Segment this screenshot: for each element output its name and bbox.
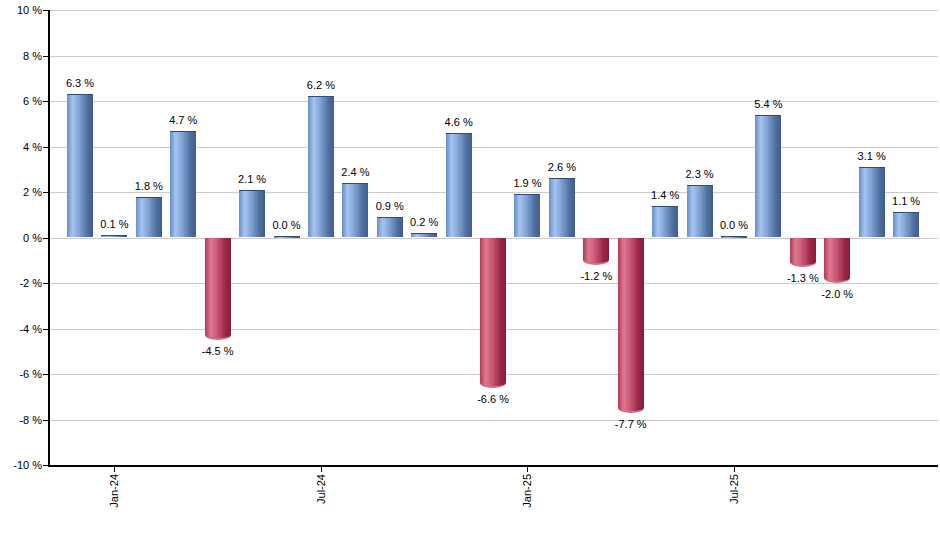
y-axis-label: -4 % — [0, 323, 42, 335]
bar-Dec-24 — [480, 238, 506, 388]
y-axis-label: 6 % — [0, 95, 42, 107]
bar-value-label: 4.7 % — [169, 114, 197, 127]
bar-value-label: 1.8 % — [135, 180, 163, 193]
bar-value-label: 1.1 % — [892, 195, 920, 208]
bar-Sep-25 — [790, 238, 816, 268]
bar-May-24 — [239, 190, 265, 238]
y-axis-label: 0 % — [0, 232, 42, 244]
x-axis-tick — [734, 465, 735, 472]
bar-Nov-25 — [859, 167, 885, 238]
monthly-returns-bar-chart: 10 % 8 % 6 % 4 % 2 % 0 % -2 % -4 % -6 % -8 % -10 %… — [0, 0, 940, 550]
bar-value-label: 1.4 % — [651, 189, 679, 202]
bar-Sep-24 — [377, 217, 403, 237]
bar-Mar-25 — [583, 238, 609, 265]
bar-value-label: -6.6 % — [477, 393, 509, 406]
y-axis-label: 2 % — [0, 186, 42, 198]
x-axis-label: Jan-24 — [107, 474, 121, 508]
bar-value-label: 2.1 % — [238, 173, 266, 186]
bar-value-label: 6.3 % — [66, 77, 94, 90]
bar-Jul-25 — [721, 236, 747, 238]
bar-Oct-24 — [411, 233, 437, 238]
gridline — [48, 420, 938, 421]
y-axis-label: 10 % — [0, 4, 42, 16]
y-axis-line — [48, 10, 50, 467]
bar-value-label: 2.6 % — [548, 161, 576, 174]
bar-value-label: 1.9 % — [513, 177, 541, 190]
x-axis-tick — [527, 465, 528, 472]
x-axis-label: Jul-25 — [727, 474, 741, 504]
y-axis-label: -8 % — [0, 414, 42, 426]
bar-value-label: 5.4 % — [754, 98, 782, 111]
bar-value-label: 0.0 % — [272, 219, 300, 232]
x-axis-label: Jul-24 — [314, 474, 328, 504]
y-axis-label: -10 % — [0, 459, 42, 471]
bar-Dec-25 — [893, 212, 919, 237]
x-axis-tick — [321, 465, 322, 472]
gridline — [48, 101, 938, 102]
bar-value-label: 0.1 % — [100, 218, 128, 231]
x-axis-line — [48, 465, 938, 467]
bar-Aug-25 — [755, 115, 781, 238]
bar-value-label: -1.3 % — [787, 272, 819, 285]
bar-value-label: 4.6 % — [445, 116, 473, 129]
bar-Jun-24 — [274, 236, 300, 238]
bar-Oct-25 — [824, 238, 850, 284]
y-axis-label: 8 % — [0, 50, 42, 62]
y-axis-label: -2 % — [0, 277, 42, 289]
bar-Jun-25 — [687, 185, 713, 237]
bar-Dec-23 — [67, 94, 93, 237]
bar-Mar-24 — [170, 131, 196, 238]
y-axis-label: 4 % — [0, 141, 42, 153]
bar-Feb-24 — [136, 197, 162, 238]
bar-value-label: 2.3 % — [685, 168, 713, 181]
gridline — [48, 56, 938, 57]
x-axis-label: Jan-25 — [520, 474, 534, 508]
bar-value-label: 0.9 % — [376, 200, 404, 213]
bar-value-label: -1.2 % — [580, 270, 612, 283]
bar-value-label: 0.2 % — [410, 216, 438, 229]
bar-value-label: 0.0 % — [720, 219, 748, 232]
bar-value-label: -7.7 % — [615, 418, 647, 431]
bar-May-25 — [652, 206, 678, 238]
bar-Jan-25 — [514, 194, 540, 237]
bar-value-label: 6.2 % — [307, 79, 335, 92]
bar-value-label: 2.4 % — [341, 166, 369, 179]
bar-value-label: -2.0 % — [821, 288, 853, 301]
bar-Apr-24 — [205, 238, 231, 340]
y-axis-label: -6 % — [0, 368, 42, 380]
bar-Jan-24 — [101, 235, 127, 237]
gridline — [48, 10, 938, 11]
bar-Nov-24 — [446, 133, 472, 238]
x-axis-tick — [114, 465, 115, 472]
bar-Apr-25 — [618, 238, 644, 413]
bar-value-label: -4.5 % — [202, 345, 234, 358]
bar-value-label: 3.1 % — [858, 150, 886, 163]
bar-Feb-25 — [549, 178, 575, 237]
bar-Aug-24 — [342, 183, 368, 238]
bar-Jul-24 — [308, 96, 334, 237]
